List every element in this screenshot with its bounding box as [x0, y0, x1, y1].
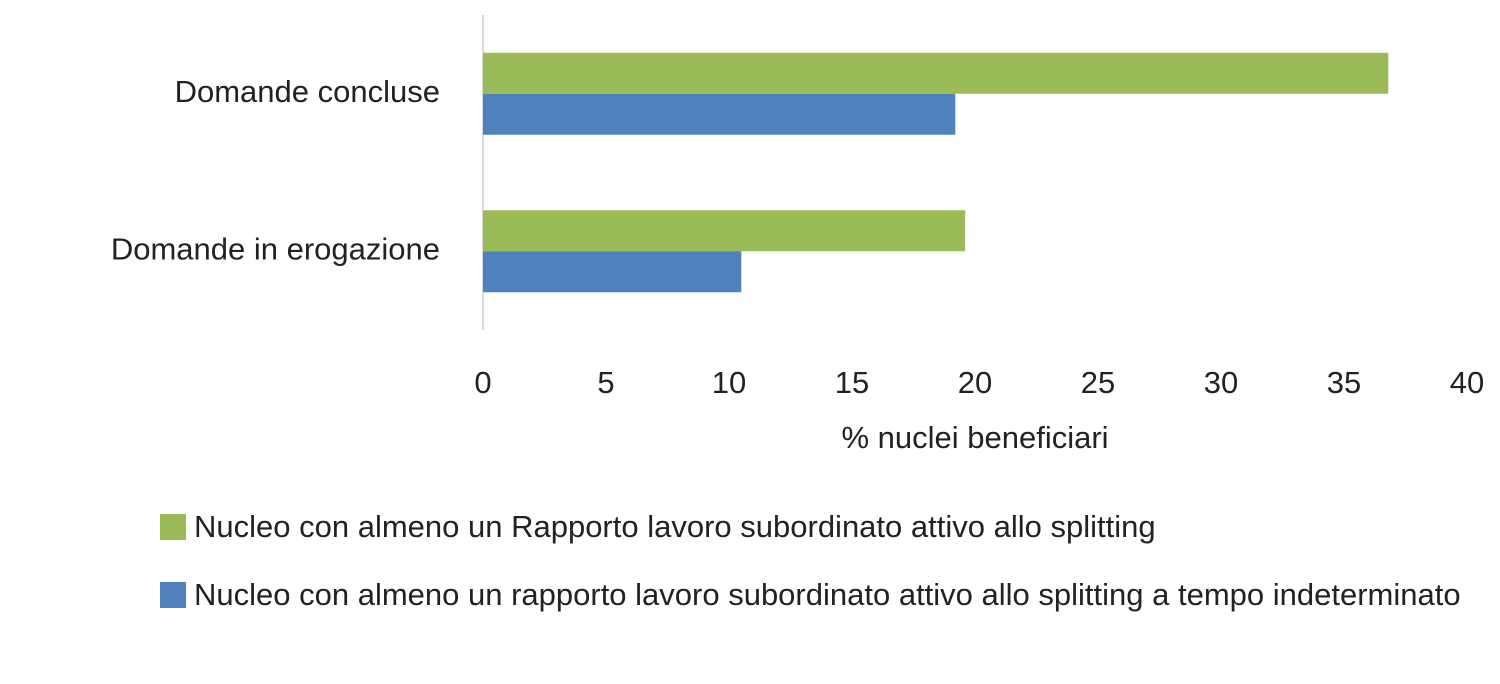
legend-swatch [160, 514, 186, 540]
bar [483, 251, 742, 293]
chart: % nuclei beneficiari 0 5 10 15 20 25 30 35 40 Dom… [111, 15, 1484, 455]
legend-label: Nucleo con almeno un Rapporto lavoro sub… [194, 509, 1156, 544]
x-tick-label: 5 [597, 365, 614, 400]
x-axis-label: % nuclei beneficiari [841, 420, 1108, 455]
x-tick-label: 10 [712, 365, 746, 400]
bar [483, 52, 1389, 94]
legend-item: Nucleo con almeno un rapporto lavoro sub… [160, 573, 1490, 617]
y-tick-label: Domande in erogazione [111, 231, 440, 266]
x-tick-label: 30 [1204, 365, 1238, 400]
x-tick-label: 15 [835, 365, 869, 400]
y-tick-label: Domande concluse [175, 74, 440, 109]
x-tick-label: 40 [1450, 365, 1484, 400]
bar [483, 210, 966, 252]
x-tick-label: 25 [1081, 365, 1115, 400]
legend-label: Nucleo con almeno un rapporto lavoro sub… [194, 577, 1461, 612]
legend: Nucleo con almeno un Rapporto lavoro sub… [160, 505, 1490, 641]
legend-item: Nucleo con almeno un Rapporto lavoro sub… [160, 505, 1490, 549]
x-tick-label: 35 [1327, 365, 1361, 400]
legend-swatch [160, 582, 186, 608]
bar [483, 93, 956, 135]
x-tick-label: 0 [474, 365, 491, 400]
x-tick-label: 20 [958, 365, 992, 400]
